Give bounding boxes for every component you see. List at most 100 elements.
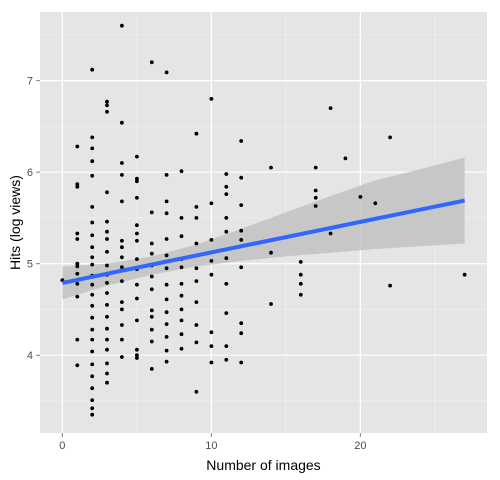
data-point — [164, 348, 169, 353]
data-point — [75, 144, 80, 149]
data-point — [149, 327, 154, 332]
data-point — [90, 303, 95, 308]
data-point — [313, 204, 318, 208]
data-point — [224, 216, 229, 220]
data-point — [269, 165, 273, 170]
data-point — [105, 219, 109, 224]
data-point — [135, 356, 139, 360]
data-point — [179, 216, 184, 220]
data-point — [105, 314, 109, 319]
data-point — [135, 318, 139, 323]
data-point — [105, 326, 109, 331]
data-point — [388, 135, 392, 140]
data-point — [269, 302, 273, 306]
y-tick-label: 4 — [27, 350, 33, 362]
data-point — [149, 60, 154, 65]
data-point — [224, 256, 229, 261]
data-point — [120, 265, 124, 270]
data-point — [149, 314, 154, 319]
data-point — [298, 281, 303, 286]
data-point — [105, 291, 109, 295]
y-tick-label: 5 — [27, 259, 33, 271]
data-point — [120, 337, 124, 342]
data-point — [164, 70, 169, 75]
data-point — [90, 173, 95, 178]
data-point — [224, 172, 229, 176]
data-point — [105, 347, 109, 352]
data-point — [105, 229, 109, 234]
data-point — [239, 238, 244, 242]
data-point — [343, 156, 348, 161]
data-point — [149, 251, 154, 256]
data-point — [75, 271, 80, 276]
data-point — [90, 255, 95, 260]
data-point — [135, 231, 139, 236]
data-point — [164, 266, 169, 271]
data-point — [224, 229, 229, 234]
x-axis-ticks: 0 10 20 — [59, 433, 366, 452]
data-point — [105, 237, 109, 241]
data-point — [224, 192, 229, 197]
data-point — [90, 398, 95, 402]
data-point — [120, 323, 124, 327]
data-point — [149, 210, 154, 215]
data-point — [164, 237, 169, 241]
data-point — [209, 238, 214, 242]
data-point — [239, 360, 244, 365]
data-point — [224, 357, 229, 362]
data-point — [164, 359, 169, 364]
data-point — [105, 361, 109, 366]
data-point — [239, 203, 244, 208]
data-point — [209, 344, 214, 348]
data-point — [149, 339, 154, 344]
data-point — [224, 344, 229, 348]
data-point — [90, 412, 95, 417]
data-point — [194, 216, 199, 220]
data-point — [194, 241, 199, 246]
data-point — [179, 332, 184, 337]
data-point — [164, 253, 169, 258]
data-point — [209, 201, 214, 206]
data-point — [75, 281, 80, 286]
data-point — [209, 259, 214, 263]
data-point — [90, 135, 95, 140]
data-point — [90, 349, 95, 354]
data-point — [224, 311, 229, 315]
data-point — [90, 282, 95, 287]
data-point — [194, 131, 199, 136]
data-point — [90, 220, 95, 225]
data-points — [60, 23, 467, 417]
data-point — [135, 195, 139, 200]
x-tick-label: 20 — [354, 440, 366, 452]
data-point — [179, 293, 184, 298]
data-point — [105, 281, 109, 285]
data-point — [194, 300, 199, 304]
data-point — [75, 363, 80, 368]
data-point — [298, 272, 303, 277]
data-point — [135, 238, 139, 243]
data-point — [90, 205, 95, 209]
data-point — [105, 380, 109, 385]
data-point — [75, 337, 80, 342]
data-point — [75, 231, 80, 236]
data-point — [105, 109, 109, 114]
data-point — [120, 120, 124, 125]
data-point — [120, 173, 124, 177]
data-point — [149, 241, 154, 246]
data-point — [75, 261, 80, 266]
data-point — [90, 262, 95, 267]
data-point — [164, 211, 169, 216]
data-point — [239, 175, 244, 180]
y-axis-ticks: 4 5 6 7 — [27, 76, 40, 362]
data-point — [179, 307, 184, 312]
data-point — [90, 292, 95, 297]
data-point — [194, 389, 199, 394]
data-point — [313, 165, 318, 170]
data-point — [105, 371, 109, 376]
data-point — [135, 154, 139, 159]
data-point — [328, 106, 333, 110]
data-point — [179, 346, 184, 351]
data-point — [105, 263, 109, 268]
data-point — [194, 205, 199, 209]
